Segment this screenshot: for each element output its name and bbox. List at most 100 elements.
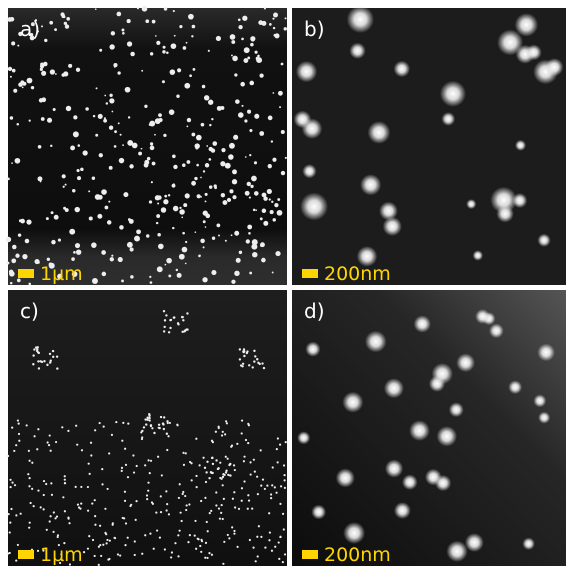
particle xyxy=(196,164,199,167)
particle xyxy=(28,283,31,286)
particle xyxy=(254,355,256,357)
particle xyxy=(127,476,129,478)
particle xyxy=(446,541,467,562)
particle xyxy=(368,121,391,144)
particle xyxy=(173,316,175,318)
particle xyxy=(280,485,282,487)
particle xyxy=(32,363,34,365)
particle xyxy=(166,258,172,264)
particle xyxy=(91,502,93,504)
particle xyxy=(76,249,81,254)
particle xyxy=(255,209,257,211)
particle xyxy=(29,522,31,524)
particle xyxy=(251,176,257,182)
particle xyxy=(50,482,52,484)
particle xyxy=(109,125,113,129)
particle xyxy=(173,183,175,185)
particle xyxy=(121,440,123,442)
particle xyxy=(33,348,35,350)
particle xyxy=(149,121,155,127)
particle xyxy=(166,503,168,505)
particle xyxy=(150,425,152,427)
particle xyxy=(191,479,193,481)
particle xyxy=(179,254,185,260)
particle xyxy=(216,36,221,41)
particle xyxy=(146,498,148,500)
particle xyxy=(101,468,103,470)
particle xyxy=(109,44,114,49)
particle xyxy=(54,215,59,220)
particle xyxy=(144,534,146,536)
particle xyxy=(11,162,13,164)
particle xyxy=(212,141,217,146)
particle xyxy=(156,529,158,531)
particle xyxy=(124,491,126,493)
particle xyxy=(88,535,90,537)
particle xyxy=(244,119,247,122)
particle xyxy=(232,169,237,174)
particle xyxy=(99,544,101,546)
particle xyxy=(179,207,181,209)
particle xyxy=(62,496,64,498)
particle xyxy=(259,74,263,78)
particle xyxy=(296,61,317,82)
particle xyxy=(279,536,281,538)
particle xyxy=(254,471,256,473)
particle xyxy=(78,144,81,147)
particle xyxy=(235,99,240,104)
particle xyxy=(273,13,278,18)
particle xyxy=(49,21,53,25)
particle xyxy=(64,510,66,512)
particle xyxy=(11,482,13,484)
particle xyxy=(52,356,54,358)
particle xyxy=(245,156,247,158)
particle xyxy=(189,74,192,77)
particle xyxy=(107,488,109,490)
scale-label: 200nm xyxy=(324,544,391,566)
particle xyxy=(103,119,107,123)
particle xyxy=(185,241,187,243)
particle xyxy=(122,144,124,146)
particle xyxy=(232,498,234,500)
particle xyxy=(522,537,535,550)
particle xyxy=(29,460,31,462)
particle xyxy=(53,108,56,111)
particle xyxy=(211,270,216,275)
particle xyxy=(192,25,196,29)
particle xyxy=(272,466,274,468)
particle xyxy=(208,50,210,52)
particle xyxy=(151,427,153,429)
particle xyxy=(196,135,202,141)
particle xyxy=(243,348,245,350)
particle xyxy=(271,201,273,203)
particle xyxy=(171,43,177,49)
particle xyxy=(211,457,213,459)
particle xyxy=(249,272,252,275)
particle xyxy=(183,203,187,207)
particle xyxy=(167,435,169,437)
particle xyxy=(209,512,211,514)
particle xyxy=(9,531,11,533)
particle xyxy=(263,367,265,369)
particle xyxy=(28,450,30,452)
particle xyxy=(250,43,254,47)
particle xyxy=(179,483,181,485)
particle xyxy=(107,220,112,225)
particle xyxy=(205,200,207,202)
particle xyxy=(67,518,69,520)
particle xyxy=(349,43,365,59)
particle xyxy=(114,145,117,148)
particle xyxy=(168,194,170,196)
particle xyxy=(124,544,126,546)
particle xyxy=(43,508,45,510)
particle xyxy=(182,491,184,493)
particle xyxy=(132,454,134,456)
particle xyxy=(14,484,16,486)
panel: d)200nm xyxy=(292,290,566,566)
particle xyxy=(40,62,44,66)
particle xyxy=(252,239,258,245)
particle xyxy=(231,526,233,528)
particle xyxy=(17,544,19,546)
particle xyxy=(8,67,12,71)
particle xyxy=(102,544,104,546)
